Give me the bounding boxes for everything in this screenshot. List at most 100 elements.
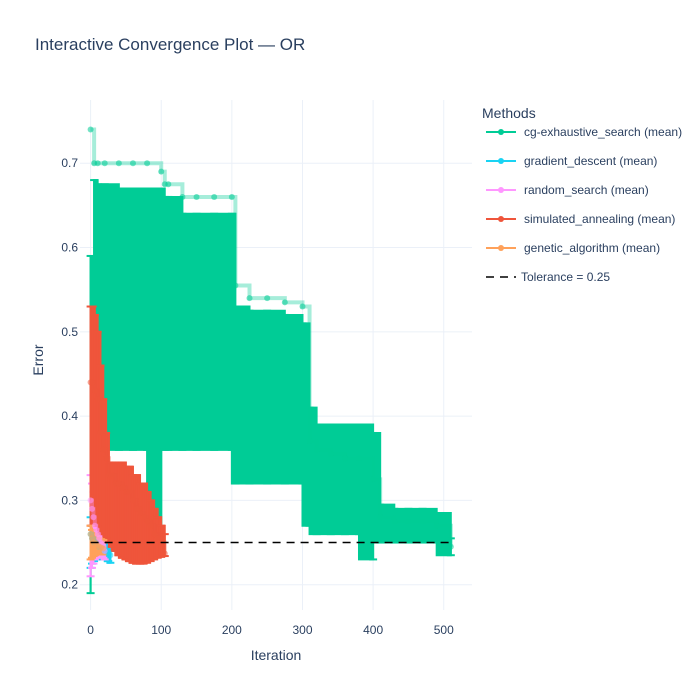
legend-item: cg-exhaustive_search (mean) <box>486 125 682 139</box>
y-tick-label: 0.5 <box>61 325 78 339</box>
y-tick-label: 0.3 <box>61 493 78 507</box>
x-tick-label: 400 <box>363 623 383 637</box>
y-tick-label: 0.2 <box>61 578 78 592</box>
data-point <box>419 518 426 525</box>
legend-label: random_search (mean) <box>524 183 649 197</box>
legend-label: simulated_annealing (mean) <box>524 212 675 226</box>
data-point <box>129 160 136 167</box>
data-point <box>115 480 122 487</box>
legend-label: genetic_algorithm (mean) <box>524 241 660 255</box>
data-point <box>94 160 101 167</box>
data-point <box>327 451 334 458</box>
error-bar <box>263 309 272 485</box>
legend-swatch-marker <box>498 216 504 222</box>
data-point <box>151 531 158 538</box>
legend-item: gradient_descent (mean) <box>486 154 657 168</box>
data-point <box>137 510 144 517</box>
legend-label: cg-exhaustive_search (mean) <box>524 125 682 139</box>
data-point <box>313 446 320 453</box>
x-tick-label: 500 <box>434 623 454 637</box>
data-point <box>133 505 140 512</box>
data-point <box>144 160 151 167</box>
error-bar <box>340 423 349 536</box>
data-point <box>129 497 136 504</box>
x-tick-label: 100 <box>151 623 171 637</box>
data-point <box>165 181 172 188</box>
x-tick-label: 300 <box>292 623 312 637</box>
legend-swatch-marker <box>498 158 504 164</box>
legend-swatch-marker <box>498 187 504 193</box>
error-bar <box>231 305 240 485</box>
legend-title: Methods <box>482 105 536 121</box>
error-bar <box>305 406 314 527</box>
data-point <box>377 514 384 521</box>
data-point <box>87 126 94 133</box>
data-point <box>140 514 147 521</box>
error-bar <box>369 431 378 561</box>
data-point <box>232 282 239 289</box>
x-axis-ticks: 0 100 200 300 400 500 <box>87 623 454 637</box>
data-point <box>447 543 454 550</box>
error-bar <box>178 212 187 451</box>
error-bar <box>143 490 152 564</box>
error-bands <box>86 179 455 595</box>
data-point <box>144 518 151 525</box>
x-tick-label: 0 <box>87 623 94 637</box>
data-point <box>299 303 306 310</box>
data-point <box>161 550 168 557</box>
data-point <box>246 295 253 302</box>
error-bar <box>210 212 219 451</box>
data-point <box>433 522 440 529</box>
legend-label: Tolerance = 0.25 <box>521 270 610 284</box>
y-axis-title: Error <box>30 344 46 375</box>
x-tick-label: 200 <box>222 623 242 637</box>
error-bar <box>192 212 201 451</box>
data-point <box>211 193 218 200</box>
legend: Methods cg-exhaustive_search (mean) gradi… <box>482 105 682 284</box>
data-point <box>101 160 108 167</box>
error-bar <box>280 313 289 485</box>
data-point <box>193 193 200 200</box>
data-point <box>355 455 362 462</box>
data-point <box>94 396 101 403</box>
data-point <box>100 545 107 552</box>
data-point <box>100 446 107 453</box>
error-bar <box>326 423 335 536</box>
data-point <box>119 484 126 491</box>
y-tick-label: 0.6 <box>61 241 78 255</box>
data-point <box>108 472 115 479</box>
data-point <box>90 514 97 521</box>
data-point <box>126 488 133 495</box>
data-point <box>405 518 412 525</box>
data-point <box>107 552 114 559</box>
legend-swatch-marker <box>498 245 504 251</box>
data-point <box>306 438 313 445</box>
error-bar <box>298 322 307 485</box>
data-point <box>370 476 377 483</box>
data-point <box>341 455 348 462</box>
data-point <box>228 193 235 200</box>
y-tick-label: 0.4 <box>61 409 78 423</box>
error-bar <box>354 423 363 536</box>
legend-item: genetic_algorithm (mean) <box>486 241 660 255</box>
data-point <box>89 505 96 512</box>
legend-item: random_search (mean) <box>486 183 649 197</box>
legend-item: simulated_annealing (mean) <box>486 212 675 226</box>
legend-swatch-marker <box>498 129 504 135</box>
error-bar <box>164 195 173 451</box>
data-point <box>264 295 271 302</box>
chart-title: Interactive Convergence Plot — OR <box>35 35 305 54</box>
y-axis-ticks: 0.2 0.3 0.4 0.5 0.6 0.7 <box>61 156 78 591</box>
data-point <box>89 379 96 386</box>
error-bar <box>128 187 137 451</box>
data-point <box>158 168 165 175</box>
error-bar <box>245 309 254 485</box>
data-point <box>154 535 161 542</box>
data-point <box>97 429 104 436</box>
legend-label: gradient_descent (mean) <box>524 154 657 168</box>
y-tick-label: 0.7 <box>61 156 78 170</box>
data-point <box>391 518 398 525</box>
error-bar <box>114 187 123 451</box>
error-bar <box>146 499 155 563</box>
